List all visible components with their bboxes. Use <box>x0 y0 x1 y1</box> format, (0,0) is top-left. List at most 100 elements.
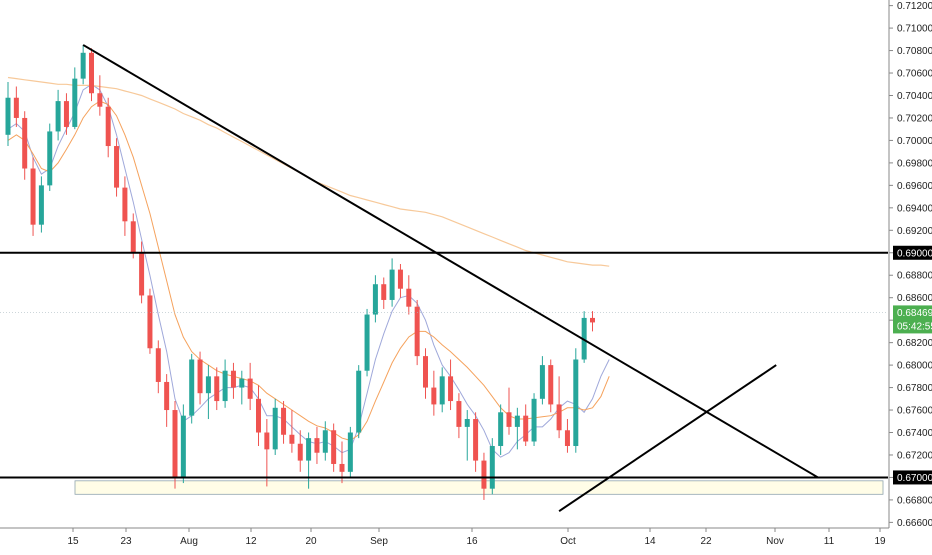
candle <box>356 365 362 439</box>
candle-body <box>264 432 270 450</box>
candle <box>122 176 128 236</box>
candle-body <box>256 398 261 433</box>
candle <box>63 93 69 135</box>
candle <box>114 138 120 197</box>
x-tick-label: Nov <box>766 536 784 547</box>
y-tick-label: 0.69800 <box>897 158 932 169</box>
candle <box>364 308 370 377</box>
y-tick-label: 0.69600 <box>897 181 932 192</box>
candle-body <box>164 381 170 411</box>
candle <box>105 97 111 158</box>
y-tick-label: 0.70400 <box>897 91 932 102</box>
last-price-label-bg <box>893 305 932 334</box>
descending-trendline <box>82 44 819 479</box>
candle <box>55 89 61 141</box>
candle <box>581 311 587 363</box>
candle <box>197 351 203 405</box>
candle <box>539 356 545 405</box>
candle <box>322 421 328 461</box>
candle-body <box>80 52 86 79</box>
candle-body <box>423 356 428 388</box>
candle <box>564 419 570 453</box>
candle <box>80 44 86 85</box>
candle <box>523 404 529 446</box>
ascending-trendline <box>558 364 777 512</box>
candle-body <box>339 463 345 472</box>
candle <box>590 311 595 332</box>
candle-body <box>197 359 203 394</box>
y-tick-label: 0.70600 <box>897 69 932 80</box>
y-tick-label: 0.67800 <box>897 383 932 394</box>
candle-body <box>155 348 161 382</box>
moving-average-line <box>7 100 610 441</box>
candle-body <box>13 97 19 118</box>
y-tick-label: 0.70200 <box>897 113 932 124</box>
last-price-label: 0.68469 <box>897 308 932 319</box>
y-tick-label: 0.67400 <box>897 428 932 439</box>
candle-body <box>347 432 353 472</box>
candle <box>180 404 186 484</box>
candle-body <box>481 460 487 489</box>
y-tick-label: 0.70800 <box>897 46 932 57</box>
candle-body <box>523 415 529 442</box>
y-tick-label: 0.68000 <box>897 361 932 372</box>
x-tick-label: 12 <box>245 536 257 547</box>
x-tick-label: 14 <box>644 536 656 547</box>
candle <box>139 241 145 304</box>
candle <box>147 288 153 354</box>
candle-body <box>89 52 94 94</box>
candle <box>372 275 378 323</box>
candle <box>272 398 278 455</box>
candle-body <box>172 410 178 478</box>
candle <box>297 430 303 472</box>
y-tick-label: 0.70000 <box>897 136 932 147</box>
candle <box>406 275 412 315</box>
candle <box>38 176 44 233</box>
candle-body <box>306 438 312 461</box>
candle <box>339 441 345 484</box>
candle-body <box>539 365 545 399</box>
candle-body <box>548 365 554 405</box>
candle-body <box>314 438 320 453</box>
candle <box>439 367 445 413</box>
candle-body <box>448 376 454 402</box>
candle-body <box>38 185 44 225</box>
candle-body <box>322 430 328 453</box>
candle-body <box>473 419 479 461</box>
candle-body <box>498 412 504 446</box>
candle-body <box>414 306 420 357</box>
y-tick-label: 0.67600 <box>897 406 932 417</box>
candle-body <box>381 284 387 300</box>
candle <box>514 407 520 450</box>
candle <box>222 359 228 408</box>
candle-body <box>272 407 278 450</box>
candle <box>531 393 537 446</box>
x-tick-label: 15 <box>67 536 79 547</box>
candle-body <box>389 269 395 300</box>
candle <box>397 264 403 298</box>
candle-body <box>556 404 562 431</box>
x-tick-label: Oct <box>560 536 576 547</box>
candle-body <box>406 288 412 307</box>
y-tick-label: 0.71000 <box>897 24 932 35</box>
candle-body <box>72 78 78 127</box>
candle-body <box>47 131 53 186</box>
countdown-label: 05:42:55 <box>897 321 932 332</box>
candle-body <box>564 430 570 446</box>
x-tick-label: 20 <box>305 536 317 547</box>
level-price-label-bg <box>893 470 932 485</box>
candle-body <box>63 101 69 127</box>
candle <box>256 385 261 446</box>
candle-body <box>356 370 362 433</box>
candle <box>164 374 170 427</box>
candle <box>464 410 470 461</box>
candle-body <box>230 370 236 388</box>
x-tick-label: 19 <box>874 536 886 547</box>
candle <box>423 348 428 399</box>
candle-body <box>456 401 462 427</box>
candle <box>89 48 94 102</box>
candle <box>97 75 103 116</box>
candle-body <box>147 295 153 349</box>
